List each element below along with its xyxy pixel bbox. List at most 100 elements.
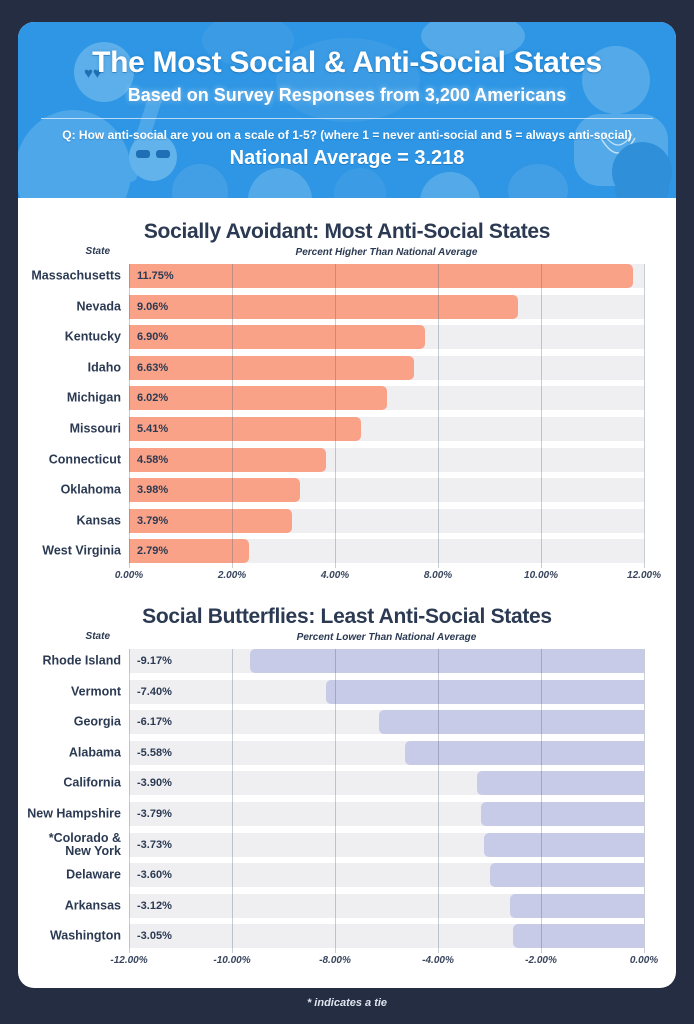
category-label: Michigan (66, 390, 121, 405)
bar-row: 6.02% Michigan (67, 386, 644, 411)
page-title: The Most Social & Anti-Social States (92, 46, 602, 79)
category-label: Oklahoma (60, 482, 121, 497)
tick-label: 10.00% (524, 569, 558, 581)
chart-most-antisocial: Socially Avoidant: Most Anti-Social Stat… (18, 220, 676, 583)
tick-label: 0.00% (114, 569, 144, 581)
survey-question: Q: How anti-social are you on a scale of… (62, 128, 632, 142)
chart-axis-headers: State Percent Lower Than National Averag… (18, 631, 676, 645)
bar-value: 5.41% (137, 422, 169, 435)
footnote: * indicates a tie (306, 997, 388, 1009)
chart-title: Social Butterflies: Least Anti-Social St… (142, 604, 552, 628)
bar (129, 386, 388, 411)
category-label: Idaho (87, 360, 121, 375)
category-label: Washington (49, 928, 121, 943)
bar-row: -3.05% Washington (50, 924, 644, 949)
bar-value: -5.58% (137, 746, 172, 759)
header-banner: ♥♥ The Most Social & Anti-Social States … (18, 22, 676, 198)
bar-row: -3.90% California (63, 771, 644, 796)
category-label: Massachusetts (31, 268, 121, 283)
national-average: National Average = 3.218 (229, 147, 465, 169)
bar (129, 478, 300, 503)
bar-row: 6.90% Kentucky (65, 325, 644, 350)
row-header-label: State (85, 630, 110, 642)
tick-label: 4.00% (320, 569, 350, 581)
bar-value: 2.79% (137, 545, 169, 558)
bar-value: -9.17% (137, 654, 172, 667)
bar (250, 648, 644, 673)
bar (513, 924, 644, 949)
category-label: Connecticut (48, 452, 121, 467)
charts-area: Socially Avoidant: Most Anti-Social Stat… (18, 198, 676, 968)
category-label: Arkansas (64, 898, 121, 913)
bar (129, 355, 414, 380)
tick-label: 12.00% (627, 569, 661, 581)
chart-title: Socially Avoidant: Most Anti-Social Stat… (143, 220, 551, 243)
bar (129, 294, 518, 319)
bar-row: 5.41% Missouri (70, 416, 644, 441)
crowd-illustration-icon: ♥♥ (18, 22, 672, 198)
bar (379, 710, 644, 735)
bar-row: 11.75% Massachusetts (31, 264, 644, 288)
category-label: California (63, 775, 121, 790)
category-label: Alabama (68, 745, 121, 760)
header-divider (41, 118, 653, 119)
category-label: Vermont (70, 684, 121, 699)
bar-value: -3.90% (137, 777, 172, 790)
bar-row: -9.17% Rhode Island (43, 648, 644, 673)
tick-label: -8.00% (319, 954, 351, 966)
bar (129, 325, 426, 350)
bar (483, 832, 644, 857)
bar-row: -3.73% *Colorado & New York (49, 831, 644, 857)
bar (129, 447, 326, 472)
tick-label: -12.00% (110, 954, 148, 966)
bar (129, 539, 249, 564)
bar-value: -3.79% (137, 807, 172, 820)
bar-value: -6.17% (137, 716, 172, 729)
category-label: Georgia (73, 714, 121, 729)
bar-row: -3.79% New Hampshire (27, 801, 644, 826)
category-label: West Virginia (42, 543, 121, 558)
bar (129, 508, 292, 533)
bar-value: 9.06% (137, 300, 169, 313)
bar (510, 893, 644, 918)
svg-text:♥♥: ♥♥ (84, 65, 102, 82)
x-axis-title: Percent Higher Than National Average (295, 247, 478, 258)
bar-row: -3.60% Delaware (66, 863, 644, 888)
category-label: Rhode Island (42, 653, 121, 668)
category-label: Kentucky (64, 329, 121, 344)
bar-row: 3.79% Kansas (77, 508, 644, 533)
bar-value: 11.75% (137, 270, 174, 282)
bar-value: -3.05% (137, 930, 172, 943)
tick-label: -2.00% (525, 954, 557, 966)
tick-label: 0.00% (629, 954, 659, 966)
category-label: *Colorado & New York (48, 830, 121, 858)
bar-row: 4.58% Connecticut (49, 447, 644, 472)
tick-label: -10.00% (213, 954, 251, 966)
bar-row: -6.17% Georgia (74, 710, 644, 735)
bar-value: 3.98% (137, 484, 169, 497)
page-subtitle: Based on Survey Responses from 3,200 Ame… (127, 85, 567, 105)
plot: 11.75% Massachusetts 9.06% Nevada 6.90% Kentu… (31, 264, 645, 569)
bar-value: -7.40% (137, 685, 172, 698)
category-label: Delaware (66, 867, 121, 882)
bar (481, 801, 644, 826)
category-label: Missouri (69, 421, 121, 436)
chart-least-antisocial: Social Butterflies: Least Anti-Social St… (18, 605, 676, 968)
bar-value: 4.58% (137, 453, 169, 466)
bar-row: 2.79% West Virginia (42, 539, 644, 564)
bar (129, 416, 362, 441)
bar-value: 6.63% (137, 361, 169, 374)
x-axis: -12.00% -10.00% -8.00% -4.00% -2.00% 0.00% (110, 954, 658, 968)
bar-value: 6.02% (137, 392, 169, 405)
bar-value: 6.90% (137, 331, 169, 344)
tick-label: 8.00% (423, 569, 453, 581)
row-header-label: State (85, 246, 110, 257)
chart-axis-headers: State Percent Higher Than National Avera… (18, 246, 676, 260)
category-label: Nevada (76, 299, 121, 314)
plot: -9.17% Rhode Island -7.40% Vermont -6.17% Geo… (27, 648, 645, 954)
bar-row: -7.40% Vermont (71, 679, 644, 704)
infographic-card: ♥♥ The Most Social & Anti-Social States … (18, 22, 676, 988)
bar-value: 3.79% (137, 514, 169, 527)
bar-row: -3.12% Arkansas (65, 893, 644, 918)
category-label: New Hampshire (27, 806, 121, 821)
